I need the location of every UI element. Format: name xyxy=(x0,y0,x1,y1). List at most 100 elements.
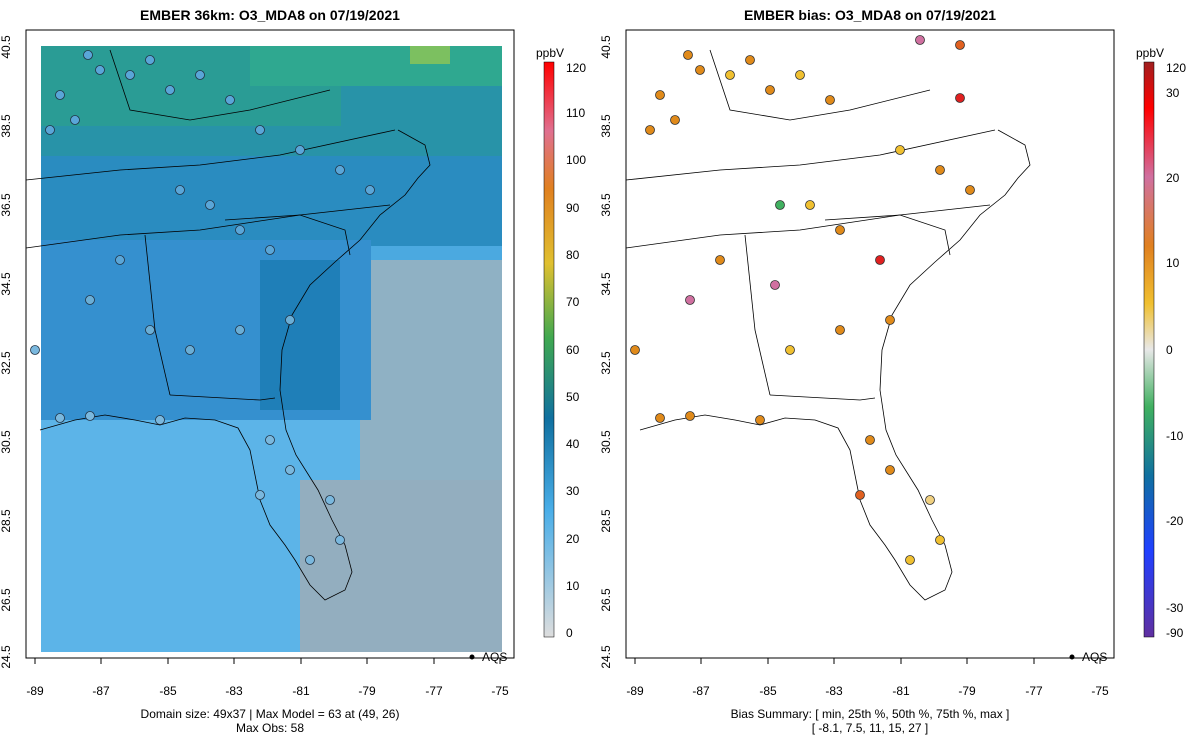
left-legend-unit: ppbV xyxy=(536,46,564,60)
site-marker xyxy=(770,280,780,290)
site-marker xyxy=(145,325,155,335)
site-marker xyxy=(285,315,295,325)
y-tick-label: 32.5 xyxy=(600,351,613,375)
site-marker xyxy=(265,435,275,445)
colorbar-tick-label: 10 xyxy=(566,579,580,593)
site-marker xyxy=(805,200,815,210)
site-marker xyxy=(335,165,345,175)
site-marker xyxy=(30,345,40,355)
left-footer-line1: Domain size: 49x37 | Max Model = 63 at (… xyxy=(141,707,400,721)
y-tick-label: 40.5 xyxy=(0,35,13,59)
left-map-title: EMBER 36km: O3_MDA8 on 07/19/2021 xyxy=(140,7,400,23)
left-x-axis xyxy=(34,658,501,664)
y-tick-label: 30.5 xyxy=(600,430,613,454)
site-marker xyxy=(55,90,65,100)
site-marker xyxy=(70,115,80,125)
site-marker xyxy=(835,225,845,235)
colorbar-tick-label: -90 xyxy=(1166,626,1184,640)
site-marker xyxy=(630,345,640,355)
x-tick-label: -79 xyxy=(358,684,376,698)
colorbar-tick-label: 60 xyxy=(566,343,580,357)
colorbar-tick-label: 120 xyxy=(1166,61,1186,75)
site-marker xyxy=(145,55,155,65)
site-marker xyxy=(755,415,765,425)
x-tick-label: -83 xyxy=(225,684,243,698)
y-tick-label: 32.5 xyxy=(0,351,13,375)
right-coastline xyxy=(625,49,1031,601)
x-tick-label: -77 xyxy=(1025,684,1043,698)
site-marker xyxy=(715,255,725,265)
site-marker xyxy=(835,325,845,335)
x-tick-label: -83 xyxy=(825,684,843,698)
site-marker xyxy=(875,255,885,265)
site-marker xyxy=(725,70,735,80)
right-colorbar-ticks: 120 30 20 10 0 -10 -20 -30 -90 xyxy=(1166,61,1186,640)
right-bias-sites xyxy=(630,35,975,565)
site-marker xyxy=(965,185,975,195)
colorbar-tick-label: 30 xyxy=(566,484,580,498)
colorbar-tick-label: 70 xyxy=(566,295,580,309)
site-marker xyxy=(235,325,245,335)
left-x-tick-labels: -89 -87 -85 -83 -81 -79 -77 -75 xyxy=(26,684,509,698)
aqs-legend-label: AQS xyxy=(482,650,507,664)
site-marker xyxy=(683,50,693,60)
site-marker xyxy=(115,255,125,265)
y-tick-label: 28.5 xyxy=(600,509,613,533)
colorbar-tick-label: 0 xyxy=(1166,343,1173,357)
right-y-tick-labels: 40.5 38.5 36.5 34.5 32.5 30.5 28.5 26.5 … xyxy=(600,35,613,669)
x-tick-label: -75 xyxy=(491,684,509,698)
colorbar-tick-label: 100 xyxy=(566,153,586,167)
colorbar-tick-label: 30 xyxy=(1166,86,1180,100)
site-marker xyxy=(55,413,65,423)
site-marker xyxy=(895,145,905,155)
x-tick-label: -81 xyxy=(892,684,910,698)
colorbar-tick-label: 50 xyxy=(566,390,580,404)
x-tick-label: -85 xyxy=(159,684,177,698)
right-legend-unit: ppbV xyxy=(1136,46,1164,60)
site-marker xyxy=(83,50,93,60)
site-marker xyxy=(685,411,695,421)
colorbar-tick-label: 80 xyxy=(566,248,580,262)
site-marker xyxy=(955,93,965,103)
site-marker xyxy=(125,70,135,80)
y-tick-label: 34.5 xyxy=(0,272,13,296)
site-marker xyxy=(185,345,195,355)
site-marker xyxy=(225,95,235,105)
x-tick-label: -79 xyxy=(958,684,976,698)
aqs-legend-dot xyxy=(1069,654,1075,660)
colorbar-tick-label: -30 xyxy=(1166,601,1184,615)
site-marker xyxy=(45,125,55,135)
site-marker xyxy=(865,435,875,445)
y-tick-label: 24.5 xyxy=(600,645,613,669)
y-tick-label: 24.5 xyxy=(0,645,13,669)
left-footer-line2: Max Obs: 58 xyxy=(236,721,304,735)
right-footer-line2: [ -8.1, 7.5, 11, 15, 27 ] xyxy=(812,721,929,735)
colorbar-tick-label: 20 xyxy=(1166,171,1180,185)
site-marker xyxy=(885,315,895,325)
site-marker xyxy=(955,40,965,50)
x-tick-label: -89 xyxy=(26,684,44,698)
left-map-panel: EMBER 36km: O3_MDA8 on 07/19/2021 xyxy=(0,7,586,735)
colorbar-tick-label: -10 xyxy=(1166,429,1184,443)
colorbar-tick-label: 110 xyxy=(566,106,585,120)
aqs-legend-dot xyxy=(469,654,475,660)
aqs-legend-label: AQS xyxy=(1082,650,1107,664)
left-y-tick-labels: 40.5 38.5 36.5 34.5 32.5 30.5 28.5 26.5 … xyxy=(0,35,13,669)
site-marker xyxy=(325,495,335,505)
x-tick-label: -89 xyxy=(626,684,644,698)
site-marker xyxy=(95,65,105,75)
x-tick-label: -85 xyxy=(759,684,777,698)
y-tick-label: 28.5 xyxy=(0,509,13,533)
y-tick-label: 36.5 xyxy=(0,193,13,217)
site-marker xyxy=(925,495,935,505)
site-marker xyxy=(85,295,95,305)
site-marker xyxy=(935,165,945,175)
y-tick-label: 26.5 xyxy=(600,588,613,612)
right-map-title: EMBER bias: O3_MDA8 on 07/19/2021 xyxy=(744,7,996,23)
site-marker xyxy=(255,490,265,500)
site-marker xyxy=(335,535,345,545)
site-marker xyxy=(165,85,175,95)
x-tick-label: -87 xyxy=(92,684,110,698)
x-tick-label: -87 xyxy=(692,684,710,698)
model-ozone-field xyxy=(41,46,502,652)
